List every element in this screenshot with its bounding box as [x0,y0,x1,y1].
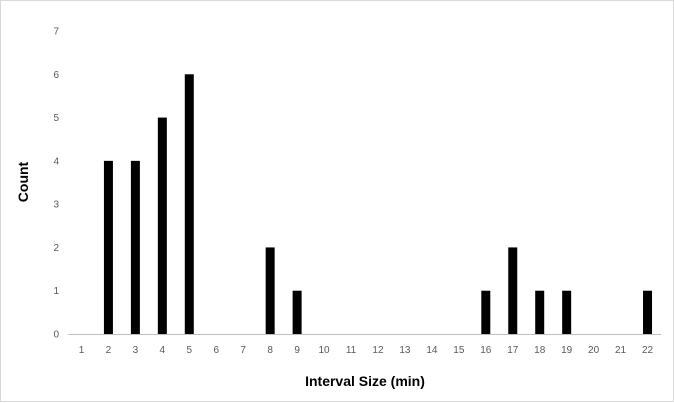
bar-9 [292,290,302,334]
x-tick-label: 21 [615,345,627,356]
x-tick-label: 20 [588,345,600,356]
y-tick-label: 0 [53,330,59,341]
x-tick-label: 15 [453,345,465,356]
y-axis-title: Count [15,161,31,202]
bar-3 [130,160,140,334]
bars [103,74,653,335]
y-tick-label: 6 [53,70,59,81]
x-tick-label: 7 [240,345,246,356]
bar-5 [184,74,194,335]
x-tick-label: 12 [372,345,384,356]
bar-17 [508,247,518,334]
x-tick-label: 14 [426,345,438,356]
x-axis-ticks: 1 2 3 4 5 6 7 8 9 10 11 12 13 14 15 16 17 18 19 20 21 22 [79,345,654,356]
bar-22 [643,290,653,334]
bar-16 [481,290,491,334]
x-tick-label: 16 [480,345,492,356]
x-tick-label: 1 [79,345,85,356]
x-tick-label: 4 [160,345,166,356]
x-tick-label: 13 [399,345,411,356]
x-tick-label: 2 [106,345,112,356]
bar-18 [535,290,545,334]
x-tick-label: 22 [642,345,654,356]
y-tick-label: 7 [53,27,59,38]
y-tick-label: 4 [53,156,59,167]
x-tick-label: 10 [319,345,331,356]
x-tick-label: 19 [561,345,573,356]
x-tick-label: 5 [187,345,193,356]
x-tick-label: 6 [213,345,219,356]
x-tick-label: 17 [507,345,519,356]
bar-2 [103,160,113,334]
y-tick-label: 1 [53,286,59,297]
bar-4 [157,117,167,334]
bar-19 [562,290,572,334]
x-tick-label: 18 [534,345,546,356]
y-tick-label: 3 [53,200,59,211]
y-tick-label: 2 [53,243,59,254]
x-tick-label: 3 [133,345,139,356]
x-tick-label: 9 [294,345,300,356]
y-tick-label: 5 [53,113,59,124]
x-axis-title: Interval Size (min) [305,373,425,389]
x-tick-label: 11 [346,345,357,356]
bar-8 [265,247,275,334]
x-tick-label: 8 [267,345,273,356]
y-axis-ticks: 0 1 2 3 4 5 6 7 [53,27,59,341]
